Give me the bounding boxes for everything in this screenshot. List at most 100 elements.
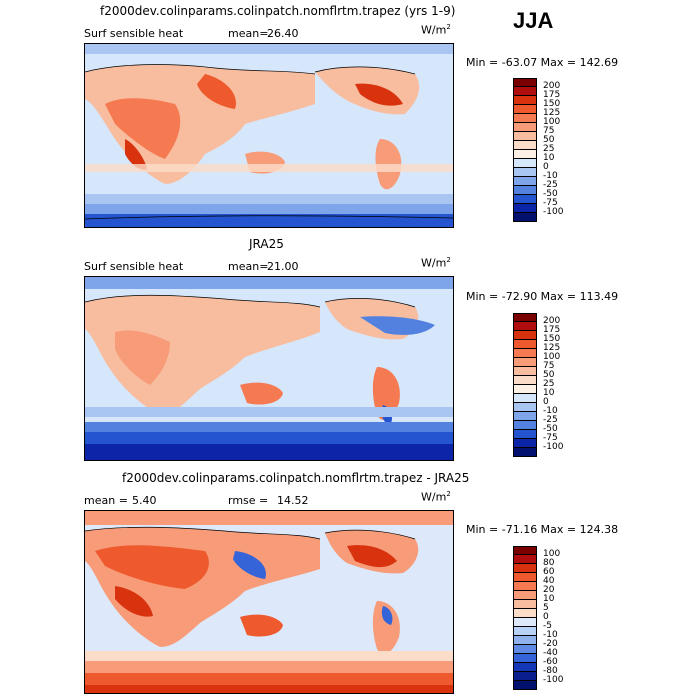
colorbar-tick-label: 150 xyxy=(543,99,561,109)
colorbar-swatch xyxy=(513,114,537,123)
colorbar-swatch xyxy=(513,430,537,439)
colorbar-tick-label: 10 xyxy=(543,594,555,604)
colorbar-tick-label: -75 xyxy=(543,433,558,443)
colorbar-tick-label: 50 xyxy=(543,135,555,145)
colorbar-tick-label: 175 xyxy=(543,90,561,100)
colorbar-tick-label: 200 xyxy=(543,81,561,91)
panel2-mean-value: 21.00 xyxy=(267,260,299,273)
colorbar-tick-label: -100 xyxy=(543,675,564,685)
colorbar-tick-label: 75 xyxy=(543,361,555,371)
colorbar-swatch xyxy=(513,177,537,186)
colorbar-swatch xyxy=(513,555,537,564)
colorbar-swatch xyxy=(513,195,537,204)
colorbar-tick-label: 0 xyxy=(543,397,549,407)
colorbar-tick-label: -10 xyxy=(543,406,558,416)
colorbar-swatch xyxy=(513,78,537,87)
colorbar-swatch xyxy=(513,600,537,609)
colorbar-swatch xyxy=(513,564,537,573)
colorbar-swatch xyxy=(513,636,537,645)
colorbar-swatch xyxy=(513,681,537,690)
panel2-mean-label: mean= xyxy=(228,260,269,273)
colorbar-swatch xyxy=(513,618,537,627)
colorbar-tick-label: 80 xyxy=(543,558,555,568)
panel2-minmax: Min = -72.90 Max = 113.49 xyxy=(466,290,619,303)
panel3-rmse-label: rmse = xyxy=(228,494,269,507)
panel3-rmse-value: 14.52 xyxy=(277,494,309,507)
colorbar-tick-label: 150 xyxy=(543,334,561,344)
colorbar-tick-label: 5 xyxy=(543,603,549,613)
colorbar-tick-label: 25 xyxy=(543,379,555,389)
colorbar-tick-label: 100 xyxy=(543,117,561,127)
colorbar-tick-label: -60 xyxy=(543,657,558,667)
colorbar-swatch xyxy=(513,105,537,114)
colorbar-tick-label: -25 xyxy=(543,180,558,190)
colorbar-tick-label: -50 xyxy=(543,189,558,199)
panel3-colorbar: 100 80 60 40 20 10 5 0 -5 -10 -20 -40 -60 -80 -100 xyxy=(513,546,563,690)
colorbar-swatch xyxy=(513,358,537,367)
panel3-units: W/m2 xyxy=(421,490,451,504)
colorbar-tick-label: 100 xyxy=(543,352,561,362)
colorbar-tick-label: -5 xyxy=(543,621,552,631)
panel1-title: f2000dev.colinparams.colinpatch.nomflrtm… xyxy=(100,4,456,18)
colorbar-tick-label: 40 xyxy=(543,576,555,586)
colorbar-swatch xyxy=(513,123,537,132)
colorbar-swatch xyxy=(513,421,537,430)
colorbar-tick-label: 50 xyxy=(543,370,555,380)
colorbar-swatch xyxy=(513,645,537,654)
panel3-mean-label: mean = xyxy=(84,494,128,507)
colorbar-swatch xyxy=(513,448,537,457)
colorbar-tick-label: -75 xyxy=(543,198,558,208)
colorbar-swatch xyxy=(513,340,537,349)
panel3-mean-value: 5.40 xyxy=(132,494,157,507)
panel1-map xyxy=(84,43,454,228)
panel1-units: W/m2 xyxy=(421,23,451,37)
colorbar-swatch xyxy=(513,573,537,582)
colorbar-tick-label: -50 xyxy=(543,424,558,434)
colorbar-tick-label: 75 xyxy=(543,126,555,136)
panel3-title: f2000dev.colinparams.colinpatch.nomflrtm… xyxy=(122,471,470,485)
colorbar-swatch xyxy=(513,403,537,412)
colorbar-tick-label: -25 xyxy=(543,415,558,425)
colorbar-swatch xyxy=(513,627,537,636)
colorbar-tick-label: 25 xyxy=(543,144,555,154)
colorbar-swatch xyxy=(513,96,537,105)
colorbar-swatch xyxy=(513,672,537,681)
panel2-colorbar: 200 175 150 125 100 75 50 25 10 0 -10 -25 -50 -75 -100 xyxy=(513,313,563,457)
colorbar-tick-label: 175 xyxy=(543,325,561,335)
colorbar-tick-label: 200 xyxy=(543,316,561,326)
colorbar-swatch xyxy=(513,132,537,141)
panel1-mean-label: mean= xyxy=(228,27,269,40)
colorbar-swatch xyxy=(513,186,537,195)
colorbar-tick-label: 20 xyxy=(543,585,555,595)
colorbar-tick-label: -40 xyxy=(543,648,558,658)
season-label: JJA xyxy=(513,8,554,33)
colorbar-swatch xyxy=(513,168,537,177)
colorbar-swatch xyxy=(513,322,537,331)
panel2-map xyxy=(84,276,454,461)
colorbar-swatch xyxy=(513,376,537,385)
colorbar-swatch xyxy=(513,385,537,394)
panel1-minmax: Min = -63.07 Max = 142.69 xyxy=(466,56,619,69)
panel2-title: JRA25 xyxy=(249,237,284,251)
colorbar-swatch xyxy=(513,213,537,222)
panel2-units: W/m2 xyxy=(421,256,451,270)
colorbar-tick-label: 125 xyxy=(543,343,561,353)
colorbar-swatch xyxy=(513,349,537,358)
colorbar-swatch xyxy=(513,150,537,159)
colorbar-tick-label: -100 xyxy=(543,442,564,452)
colorbar-tick-label: -100 xyxy=(543,207,564,217)
panel2-variable-label: Surf sensible heat xyxy=(84,260,184,273)
colorbar-tick-label: 125 xyxy=(543,108,561,118)
panel3-map xyxy=(84,510,454,694)
colorbar-swatch xyxy=(513,367,537,376)
colorbar-swatch xyxy=(513,412,537,421)
colorbar-swatch xyxy=(513,609,537,618)
colorbar-swatch xyxy=(513,663,537,672)
panel3-minmax: Min = -71.16 Max = 124.38 xyxy=(466,523,619,536)
colorbar-tick-label: 10 xyxy=(543,153,555,163)
colorbar-swatch xyxy=(513,313,537,322)
colorbar-swatch xyxy=(513,159,537,168)
colorbar-swatch xyxy=(513,439,537,448)
colorbar-tick-label: -10 xyxy=(543,171,558,181)
colorbar-tick-label: 100 xyxy=(543,549,561,559)
